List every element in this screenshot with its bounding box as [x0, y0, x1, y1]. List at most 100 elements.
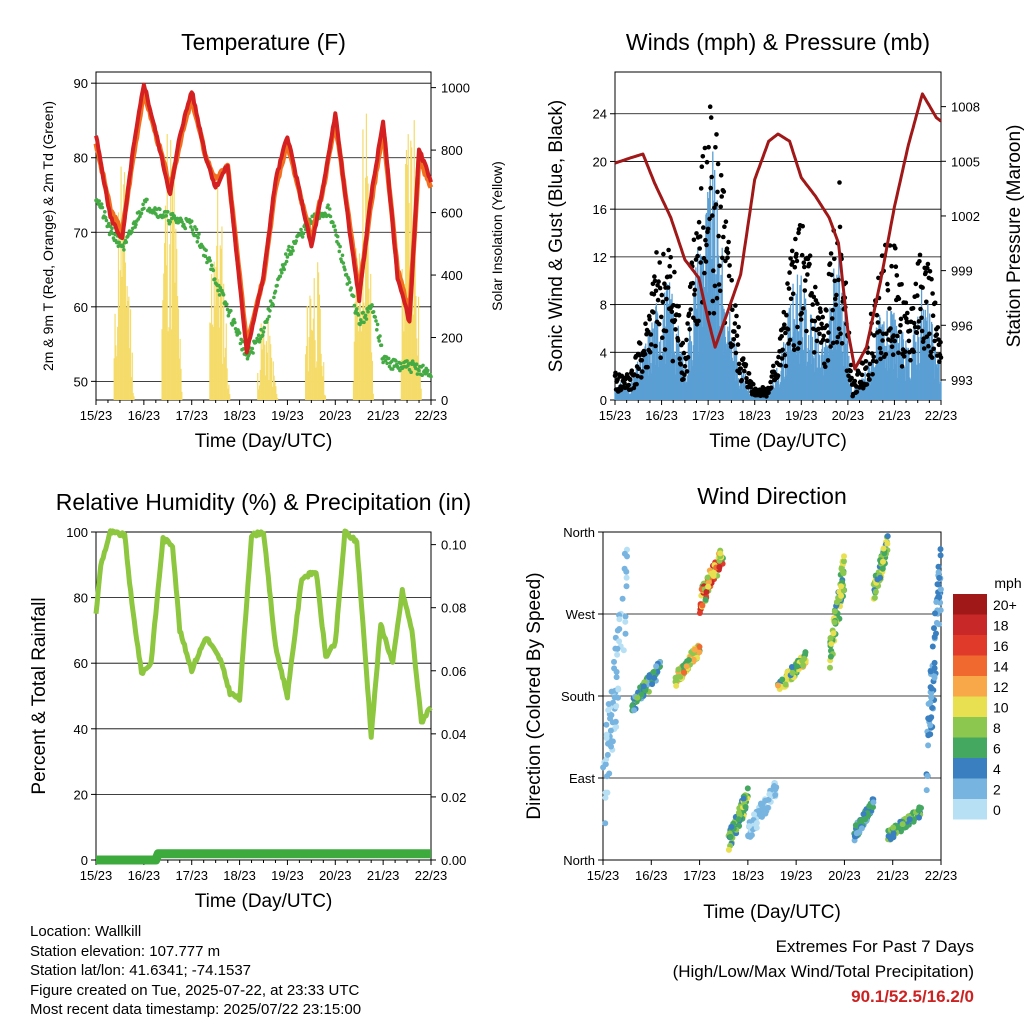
- dewpoint-point: [170, 216, 174, 221]
- dewpoint-point: [291, 248, 295, 253]
- dewpoint-point: [327, 207, 332, 211]
- dewpoint-point: [429, 374, 433, 379]
- gust-point: [744, 376, 749, 381]
- legend-label: 12: [993, 679, 1009, 695]
- direction-point: [838, 565, 845, 572]
- direction-point: [742, 804, 749, 810]
- direction-point: [725, 846, 732, 853]
- direction-point: [740, 795, 747, 802]
- dewpoint-point: [103, 215, 108, 220]
- direction-point: [607, 715, 613, 722]
- gust-point: [893, 264, 899, 270]
- gust-point: [736, 324, 741, 330]
- gust-point: [730, 307, 735, 313]
- gust-point: [787, 270, 792, 275]
- gust-point: [894, 273, 900, 278]
- x-tick-label: 16/23: [645, 408, 678, 423]
- dewpoint-point: [193, 233, 198, 238]
- y-tick-label: East: [569, 771, 595, 786]
- created-text: Figure created on Tue, 2025-07-22, at 23…: [30, 981, 360, 999]
- dewpoint-point: [301, 231, 306, 236]
- gust-point: [837, 224, 843, 230]
- dewpoint-point: [398, 368, 402, 373]
- dewpoint-point: [226, 313, 231, 318]
- gust-point: [896, 350, 901, 356]
- gust-point: [626, 382, 631, 388]
- gust-point: [794, 258, 800, 264]
- direction-point: [928, 714, 935, 721]
- y2-tick-label: 0.04: [441, 727, 466, 742]
- dewpoint-point: [338, 244, 342, 249]
- direction-point: [779, 676, 786, 683]
- gust-point: [702, 270, 707, 276]
- direction-point: [890, 830, 897, 837]
- gust-point: [660, 299, 666, 305]
- gust-point: [796, 227, 802, 232]
- direction-point: [935, 563, 942, 570]
- direction-point: [704, 574, 711, 581]
- dewpoint-point: [209, 263, 214, 268]
- gust-point: [799, 252, 805, 258]
- dewpoint-point: [97, 199, 101, 203]
- direction-point: [932, 610, 938, 617]
- gust-point: [705, 226, 711, 232]
- direction-point: [927, 684, 934, 691]
- direction-point: [640, 683, 647, 690]
- gust-point: [637, 353, 642, 358]
- humidity-ylabel: Percent & Total Rainfall: [29, 597, 50, 794]
- dewpoint-point: [398, 361, 403, 366]
- direction-point: [613, 703, 619, 710]
- y-tick-label: 60: [74, 300, 88, 315]
- x-tick-label: 17/23: [692, 408, 725, 423]
- temperature-panel: 50 60 70 80 90 0 200 400 600 800 1000 15/23 16/23 17/…: [40, 29, 505, 452]
- dewpoint-point: [268, 309, 272, 313]
- dewpoint-point: [362, 320, 366, 325]
- gust-point: [689, 260, 695, 266]
- gust-point: [708, 185, 713, 191]
- gust-point: [706, 144, 711, 150]
- direction-point: [831, 619, 838, 626]
- gust-point: [709, 174, 714, 180]
- y-tick-label: 80: [74, 591, 88, 606]
- gust-point: [704, 159, 710, 165]
- gust-point: [864, 365, 869, 370]
- gust-point: [800, 223, 805, 229]
- gust-point: [878, 356, 883, 362]
- direction-point: [840, 558, 847, 565]
- direction-point: [885, 833, 892, 840]
- gust-point: [935, 325, 941, 330]
- gust-point: [899, 282, 904, 287]
- gust-point: [805, 272, 810, 277]
- gust-point: [648, 332, 654, 337]
- winds-ylabel: Sonic Wind & Gust (Blue, Black): [546, 100, 567, 372]
- dewpoint-point: [331, 220, 335, 225]
- humidity-title: Relative Humidity (%) & Precipitation (i…: [56, 489, 471, 515]
- x-tick-label: 21/23: [367, 408, 400, 423]
- dewpoint-point: [256, 333, 261, 338]
- gust-point: [898, 323, 903, 328]
- gust-point: [867, 377, 872, 382]
- dewpoint-point: [229, 308, 233, 313]
- gust-point: [895, 333, 900, 339]
- gust-point: [672, 318, 678, 323]
- direction-point: [775, 682, 781, 689]
- gust-point: [790, 259, 795, 265]
- direction-point: [611, 694, 618, 701]
- gust-point: [667, 263, 672, 269]
- gust-point: [681, 376, 686, 382]
- dewpoint-point: [134, 222, 138, 227]
- y2-tick-label: 999: [951, 264, 973, 279]
- y-tick-label: 20: [74, 787, 88, 802]
- dewpoint-point: [251, 351, 255, 355]
- gust-point: [737, 370, 742, 376]
- gust-point: [660, 335, 665, 341]
- gust-point: [828, 251, 834, 256]
- dewpoint-point: [386, 356, 391, 361]
- direction-point: [650, 669, 657, 675]
- dewpoint-point: [221, 293, 226, 297]
- gust-point: [925, 265, 930, 271]
- gust-point: [854, 389, 860, 395]
- gust-point: [662, 281, 667, 287]
- gust-point: [725, 255, 730, 260]
- direction-point: [771, 783, 778, 789]
